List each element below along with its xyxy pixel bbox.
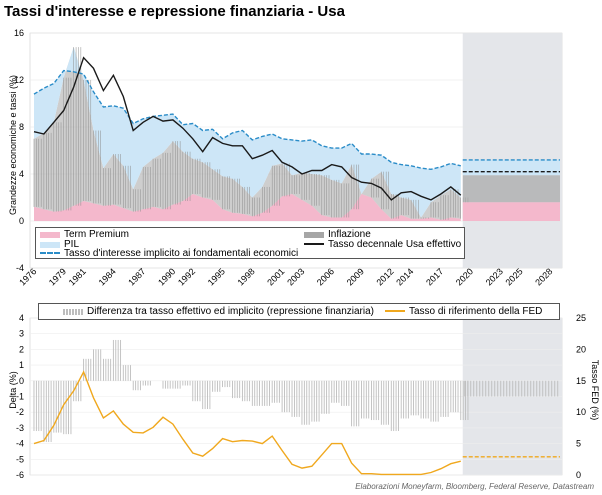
x-tick-label: 2017: [424, 266, 445, 287]
top-y-tick-label: 12: [14, 75, 24, 85]
x-tick-label: 1984: [97, 266, 118, 287]
top-y-tick-label: 8: [19, 122, 24, 132]
x-tick-label: 2023: [484, 266, 505, 287]
bottom-y-axis-label: Delta (%): [8, 371, 18, 409]
legend-term-premium: Term Premium: [40, 229, 129, 240]
x-tick-label: 1981: [67, 266, 88, 287]
x-tick-label: 2025: [503, 266, 524, 287]
forecast-term-premium: [462, 202, 560, 221]
bottom-y-tick-label: 0: [19, 376, 24, 386]
legend-term-premium-label: Term Premium: [64, 229, 130, 240]
top-y-tick-label: 4: [19, 169, 24, 179]
legend-differenza-label: Differenza tra tasso effettivo ed implic…: [87, 306, 374, 317]
legend-pil: PIL: [40, 239, 79, 250]
bottom-y-tick-label: 1: [19, 360, 24, 370]
bottom-y-tick-label: -5: [16, 454, 24, 464]
forecast-pil: [462, 159, 560, 176]
source-note: Elaborazioni Moneyfarm, Bloomberg, Feder…: [355, 482, 594, 491]
differenza-swatch: [63, 308, 83, 315]
top-y-tick-label: 0: [19, 216, 24, 226]
bottom-y-tick-label: 3: [19, 329, 24, 339]
bottom-y-tick-label: -6: [16, 470, 24, 480]
tasso-decennale-swatch: [304, 242, 324, 247]
tasso-implicito-swatch: [40, 252, 60, 255]
fed-line: [33, 370, 461, 476]
x-tick-label: 1987: [126, 266, 147, 287]
chart-title: Tassi d'interesse e repressione finanzia…: [4, 3, 345, 20]
bottom-y-tick-label: 2: [19, 344, 24, 354]
bottom-y-tick-label: -1: [16, 392, 24, 402]
bottom-y-tick-label: -2: [16, 407, 24, 417]
top-y-tick-label: -4: [16, 263, 24, 273]
x-tick-label: 2014: [394, 266, 415, 287]
tasso-decennale-line: [33, 56, 462, 201]
legend-tasso-decennale: Tasso decennale Usa effettivo: [304, 239, 461, 250]
legend-differenza: Differenza tra tasso effettivo ed implic…: [63, 306, 374, 317]
x-tick-label: 2020: [454, 266, 475, 287]
bottom-y-tick-label: 4: [19, 313, 24, 323]
x-tick-label: 1979: [47, 266, 68, 287]
x-tick-label: 2012: [374, 266, 395, 287]
x-tick-label: 2001: [265, 266, 286, 287]
bottom-y-tick-label: -4: [16, 439, 24, 449]
legend-pil-label: PIL: [64, 239, 80, 250]
inflazione-swatch: [304, 231, 324, 238]
legend-inflazione: Inflazione: [304, 229, 371, 240]
bottom-right-y-tick-label: 5: [576, 439, 581, 449]
x-tick-label: 2003: [285, 266, 306, 287]
legend-fed: Tasso di riferimento della FED: [385, 306, 542, 317]
legend-tasso-implicito-label: Tasso d'interesse implicito ai fondament…: [64, 248, 299, 259]
bottom-right-y-tick-label: 15: [576, 376, 586, 386]
bottom-right-y-tick-label: 25: [576, 313, 586, 323]
pil-swatch: [40, 241, 60, 248]
x-tick-label: 2006: [315, 266, 336, 287]
top-forecast-shade: [462, 33, 562, 268]
legend-fed-label: Tasso di riferimento della FED: [409, 306, 543, 317]
top-legend: Term Premium Inflazione PIL Tasso decenn…: [35, 227, 465, 259]
bottom-y-tick-label: -3: [16, 423, 24, 433]
legend-inflazione-label: Inflazione: [328, 229, 371, 240]
fed-swatch: [385, 310, 405, 313]
top-y-axis-label: Grandezze economiche e tassi (%): [8, 74, 18, 216]
top-y-tick-label: 16: [14, 28, 24, 38]
term-premium-area: [34, 194, 461, 221]
x-tick-label: 1990: [156, 266, 177, 287]
x-tick-label: 2009: [345, 266, 366, 287]
term-premium-swatch: [40, 231, 60, 238]
tasso-implicito-line: [33, 69, 461, 171]
bottom-right-y-tick-label: 10: [576, 407, 586, 417]
bottom-legend: Differenza tra tasso effettivo ed implic…: [38, 303, 560, 320]
legend-tasso-decennale-label: Tasso decennale Usa effettivo: [328, 239, 462, 250]
x-tick-label: 2028: [533, 266, 554, 287]
x-tick-label: 1995: [206, 266, 227, 287]
forecast-inflazione: [462, 175, 560, 203]
bottom-right-y-axis-label: Tasso FED (%): [590, 359, 600, 421]
x-tick-label: 1998: [235, 266, 256, 287]
legend-tasso-implicito: Tasso d'interesse implicito ai fondament…: [40, 248, 298, 259]
bottom-right-y-tick-label: 0: [576, 470, 581, 480]
x-tick-label: 1992: [176, 266, 197, 287]
bottom-right-y-tick-label: 20: [576, 344, 586, 354]
